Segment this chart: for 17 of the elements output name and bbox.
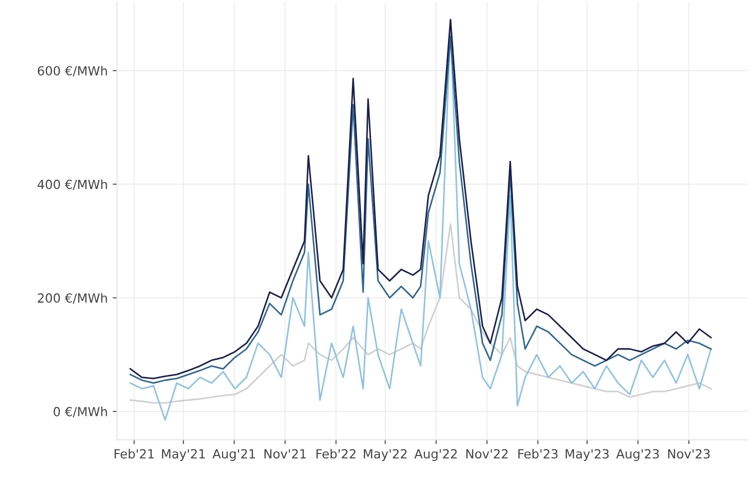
- x-tick-label: May'23: [566, 449, 609, 461]
- x-tick-label: Nov'22: [466, 449, 508, 459]
- y-tick-label: 400 €/MWh: [38, 179, 107, 190]
- y-tick-label: 200 €/MWh: [38, 293, 107, 304]
- y-tick-label: 600 €/MWh: [38, 66, 107, 77]
- x-tick-label: Nov'23: [668, 449, 710, 459]
- x-tick-label: May'21: [162, 449, 205, 461]
- x-tick-label: Aug'21: [212, 449, 255, 461]
- line-series: [130, 223, 712, 404]
- x-tick-label: Aug'23: [616, 449, 659, 461]
- y-tick-label: 0 €/MWh: [54, 406, 107, 418]
- x-tick-label: Feb'23: [518, 448, 558, 459]
- x-tick-label: May'22: [364, 449, 407, 461]
- x-tick-label: Feb'22: [316, 448, 356, 459]
- x-tick-label: Feb'21: [114, 448, 154, 459]
- x-tick-label: Nov'21: [264, 449, 306, 459]
- x-tick-label: Aug'22: [414, 449, 457, 461]
